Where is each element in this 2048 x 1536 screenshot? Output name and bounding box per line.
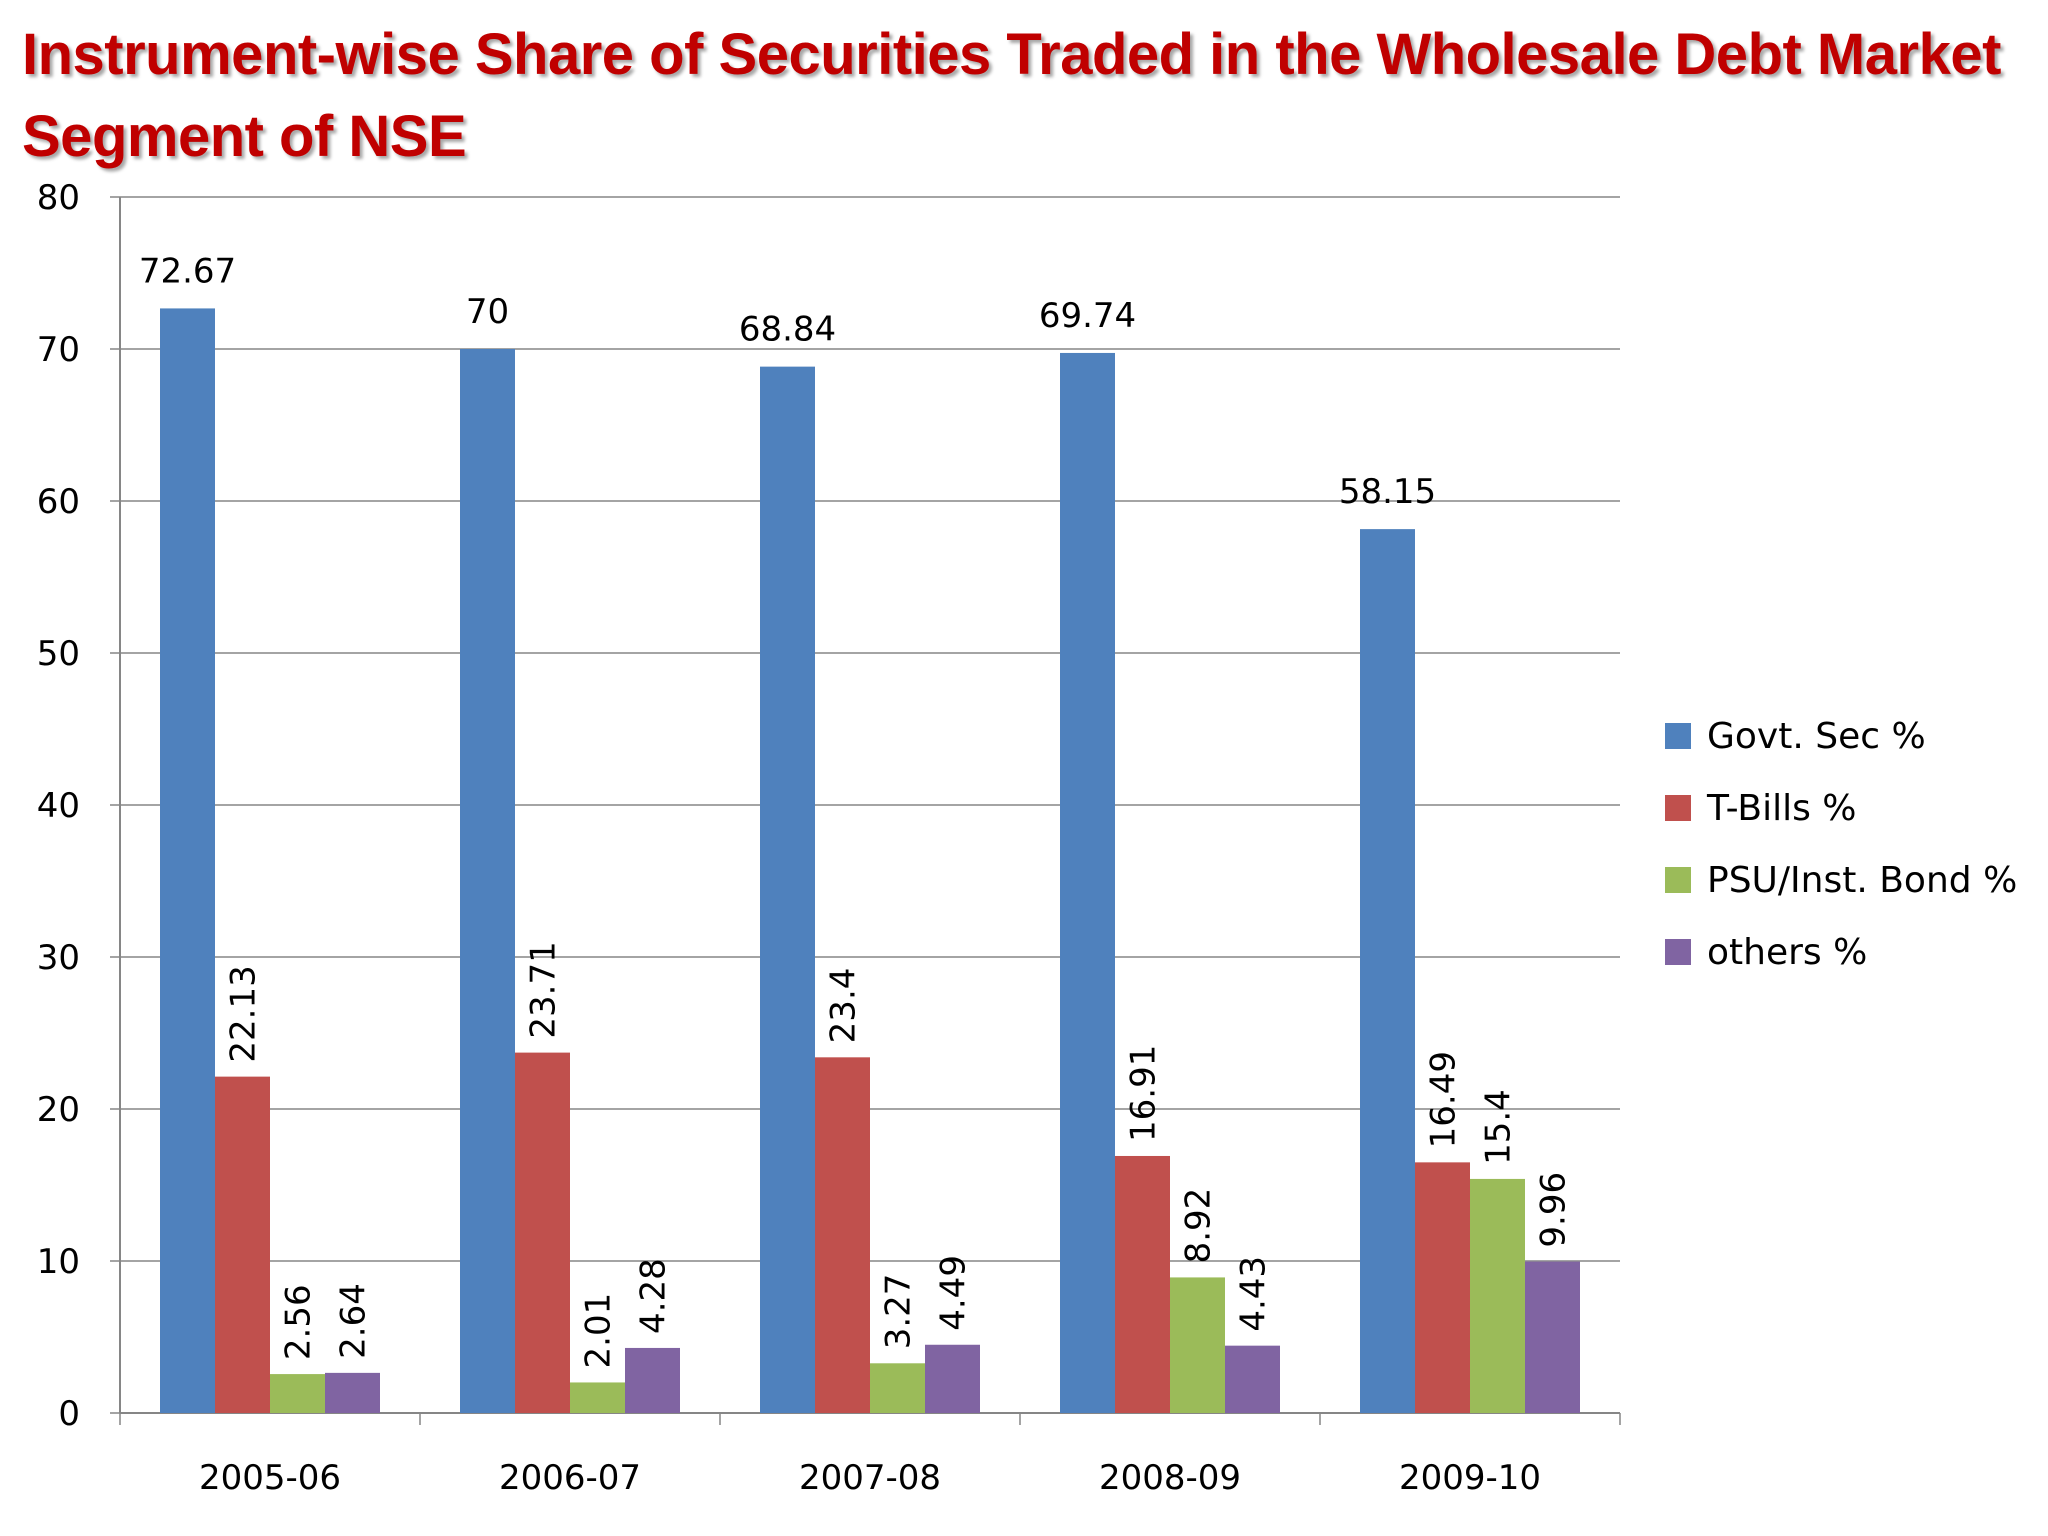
data-label: 4.49 (934, 1255, 974, 1331)
x-tick-label: 2006-07 (499, 1458, 641, 1498)
data-label: 23.4 (824, 968, 864, 1044)
legend-label: T-Bills % (1706, 788, 1857, 829)
data-labels: 72.67 70 68.84 69.74 58.15 22.13 23.71 23.4 16.9… (139, 251, 1574, 1368)
y-tick-label: 0 (58, 1394, 80, 1434)
legend: Govt. Sec % T-Bills % PSU/Inst. Bond % othe… (1665, 716, 2017, 973)
bar-4-2008-09 (1225, 1345, 1280, 1413)
bar-2-2009-10 (1415, 1162, 1470, 1413)
bar-2-2007-08 (815, 1057, 870, 1413)
bar-3-2006-07 (570, 1382, 625, 1413)
y-tick-label: 20 (37, 1090, 80, 1130)
data-label: 8.92 (1179, 1188, 1219, 1264)
data-label: 2.01 (579, 1293, 619, 1369)
bar-3-2009-10 (1470, 1178, 1525, 1413)
legend-label: others % (1707, 932, 1867, 973)
legend-swatch (1665, 795, 1691, 821)
data-label: 2.56 (279, 1284, 319, 1360)
data-label: 16.91 (1124, 1045, 1164, 1142)
bar-1-2005-06 (160, 308, 215, 1413)
data-label: 4.43 (1234, 1256, 1274, 1332)
bar-4-2007-08 (925, 1344, 980, 1413)
data-label: 2.64 (334, 1283, 374, 1359)
slide-title: Instrument-wise Share of Securities Trad… (22, 22, 2001, 169)
bar-2-2008-09 (1115, 1155, 1170, 1413)
data-label: 72.67 (139, 251, 236, 291)
y-tick-label: 50 (37, 634, 80, 674)
data-label: 23.71 (524, 941, 564, 1038)
bar-4-2009-10 (1525, 1261, 1580, 1413)
bars (160, 308, 1580, 1414)
legend-label: Govt. Sec % (1707, 716, 1926, 757)
bar-4-2005-06 (325, 1372, 380, 1413)
bar-1-2006-07 (460, 349, 515, 1413)
data-label: 15.4 (1479, 1089, 1519, 1165)
data-label: 22.13 (224, 965, 264, 1062)
x-tick-label: 2009-10 (1399, 1458, 1541, 1498)
legend-item: others % (1665, 932, 1867, 973)
y-tick-label: 40 (37, 786, 80, 826)
bar-3-2007-08 (870, 1363, 925, 1413)
y-tick-label: 80 (37, 178, 80, 218)
bar-2-2006-07 (515, 1052, 570, 1413)
legend-swatch (1665, 723, 1691, 749)
data-label: 70 (466, 292, 509, 332)
bar-4-2006-07 (625, 1347, 680, 1413)
bar-1-2007-08 (760, 366, 815, 1414)
y-tick-label: 10 (37, 1242, 80, 1282)
y-tick-label: 30 (37, 938, 80, 978)
x-tick-label: 2005-06 (199, 1458, 341, 1498)
x-tick-label: 2008-09 (1099, 1458, 1241, 1498)
x-tick-label: 2007-08 (799, 1458, 941, 1498)
bar-3-2008-09 (1170, 1277, 1225, 1413)
legend-label: PSU/Inst. Bond % (1707, 860, 2017, 901)
legend-item: PSU/Inst. Bond % (1665, 860, 2017, 901)
legend-item: Govt. Sec % (1665, 716, 1926, 757)
bar-2-2005-06 (215, 1076, 270, 1413)
data-label: 9.96 (1534, 1172, 1574, 1248)
data-label: 68.84 (739, 310, 836, 350)
bar-3-2005-06 (270, 1374, 325, 1413)
legend-swatch (1665, 867, 1691, 893)
data-label: 58.15 (1339, 472, 1436, 512)
y-tick-label: 70 (37, 330, 80, 370)
data-label: 16.49 (1424, 1051, 1464, 1148)
legend-item: T-Bills % (1665, 788, 1857, 829)
data-label: 69.74 (1039, 296, 1136, 336)
data-label: 4.28 (634, 1258, 674, 1334)
y-tick-label: 60 (37, 482, 80, 522)
bar-1-2009-10 (1360, 529, 1415, 1413)
data-label: 3.27 (879, 1274, 919, 1350)
legend-swatch (1665, 939, 1691, 965)
bar-1-2008-09 (1060, 352, 1115, 1413)
